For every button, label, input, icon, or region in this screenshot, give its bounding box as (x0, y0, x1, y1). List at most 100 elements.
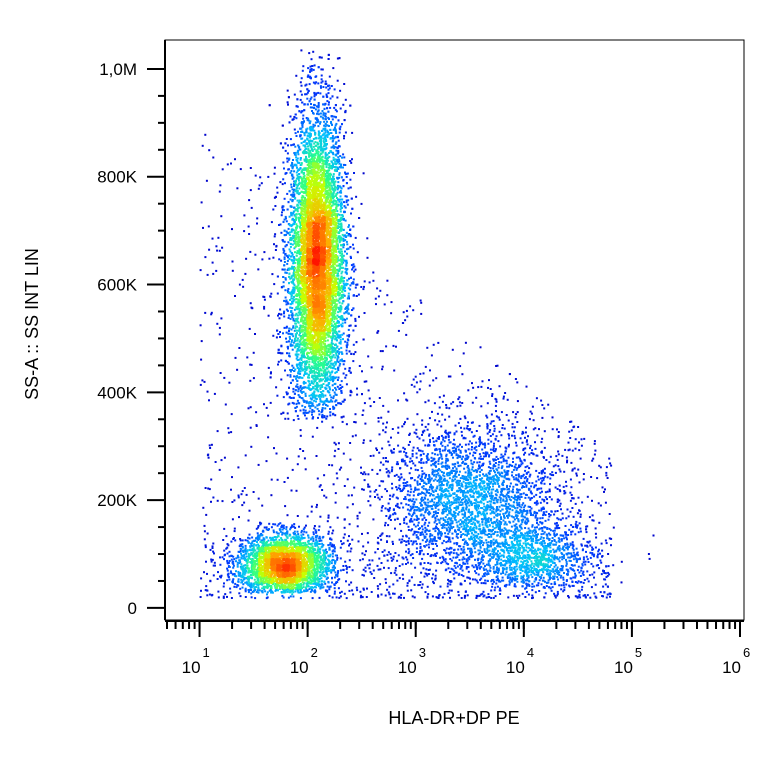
event-point (522, 473, 525, 476)
event-point (519, 510, 522, 513)
event-point (272, 256, 275, 259)
event-point (243, 230, 246, 233)
event-point (525, 385, 528, 388)
event-point (513, 501, 516, 504)
event-point (436, 412, 439, 415)
event-point (541, 508, 544, 510)
event-point (589, 556, 592, 559)
event-point (327, 532, 330, 535)
event-point (405, 535, 408, 538)
event-point (464, 590, 467, 593)
event-point (554, 464, 557, 467)
event-point (213, 561, 216, 564)
event-point (310, 505, 313, 508)
event-point (411, 453, 414, 455)
event-point (494, 496, 497, 499)
event-point (597, 550, 600, 553)
event-point (263, 403, 265, 406)
event-point (276, 478, 279, 481)
event-point (494, 404, 497, 407)
event-point (555, 455, 558, 458)
event-point (477, 467, 480, 470)
event-point (447, 578, 450, 581)
event-point (303, 109, 306, 112)
event-point (442, 436, 445, 439)
event-point (282, 285, 285, 288)
event-point (346, 172, 349, 175)
event-point (337, 570, 340, 572)
event-point (547, 537, 549, 540)
event-point (465, 499, 468, 502)
event-point (314, 121, 317, 124)
event-point (327, 514, 330, 517)
event-point (347, 226, 350, 228)
event-point (369, 571, 372, 574)
event-point (561, 553, 564, 556)
event-point (499, 493, 502, 496)
event-point (459, 545, 462, 548)
event-point (286, 392, 289, 395)
event-point (292, 118, 295, 121)
event-point (463, 538, 466, 541)
event-point (440, 425, 443, 428)
event-point (487, 533, 490, 535)
event-point (205, 513, 208, 516)
event-point (343, 135, 346, 137)
event-point (447, 532, 450, 535)
event-point (441, 508, 444, 511)
event-point (268, 522, 271, 525)
event-point (459, 582, 462, 585)
event-point (385, 345, 388, 348)
event-point (524, 579, 527, 582)
event-point (425, 533, 428, 536)
event-point (288, 327, 291, 330)
event-point (601, 555, 604, 557)
event-point (496, 555, 499, 558)
event-point (514, 463, 517, 466)
event-point (434, 478, 437, 481)
event-point (398, 479, 401, 482)
event-point (368, 397, 371, 400)
event-point (591, 514, 594, 517)
event-point (540, 487, 543, 490)
event-point (467, 389, 470, 392)
event-point (581, 564, 584, 567)
event-point (240, 544, 243, 547)
event-point (290, 183, 293, 186)
event-point (283, 256, 286, 259)
event-point (343, 312, 346, 315)
event-point (238, 516, 240, 519)
event-point (429, 494, 432, 497)
event-point (299, 134, 302, 137)
event-point (285, 220, 288, 223)
event-point (439, 469, 442, 472)
event-point (349, 371, 352, 374)
event-point (361, 532, 363, 535)
event-point (477, 553, 480, 556)
event-point (332, 67, 335, 70)
event-point (319, 122, 321, 125)
event-point (325, 578, 328, 581)
event-point (259, 176, 262, 179)
event-point (440, 524, 443, 527)
event-point (395, 486, 398, 489)
event-point (556, 517, 559, 520)
event-point (522, 518, 525, 521)
event-point (334, 400, 337, 403)
event-point (199, 269, 202, 272)
event-point (447, 438, 450, 441)
event-point (291, 524, 294, 527)
event-point (599, 559, 602, 562)
event-point (280, 344, 283, 347)
event-point (318, 413, 321, 416)
event-point (501, 424, 504, 426)
event-point (220, 459, 223, 462)
event-point (533, 495, 536, 498)
event-point (339, 569, 342, 572)
event-point (274, 523, 277, 526)
event-point (333, 128, 336, 131)
event-point (415, 542, 418, 545)
event-point (277, 333, 280, 335)
event-point (455, 475, 458, 478)
event-point (423, 501, 426, 504)
